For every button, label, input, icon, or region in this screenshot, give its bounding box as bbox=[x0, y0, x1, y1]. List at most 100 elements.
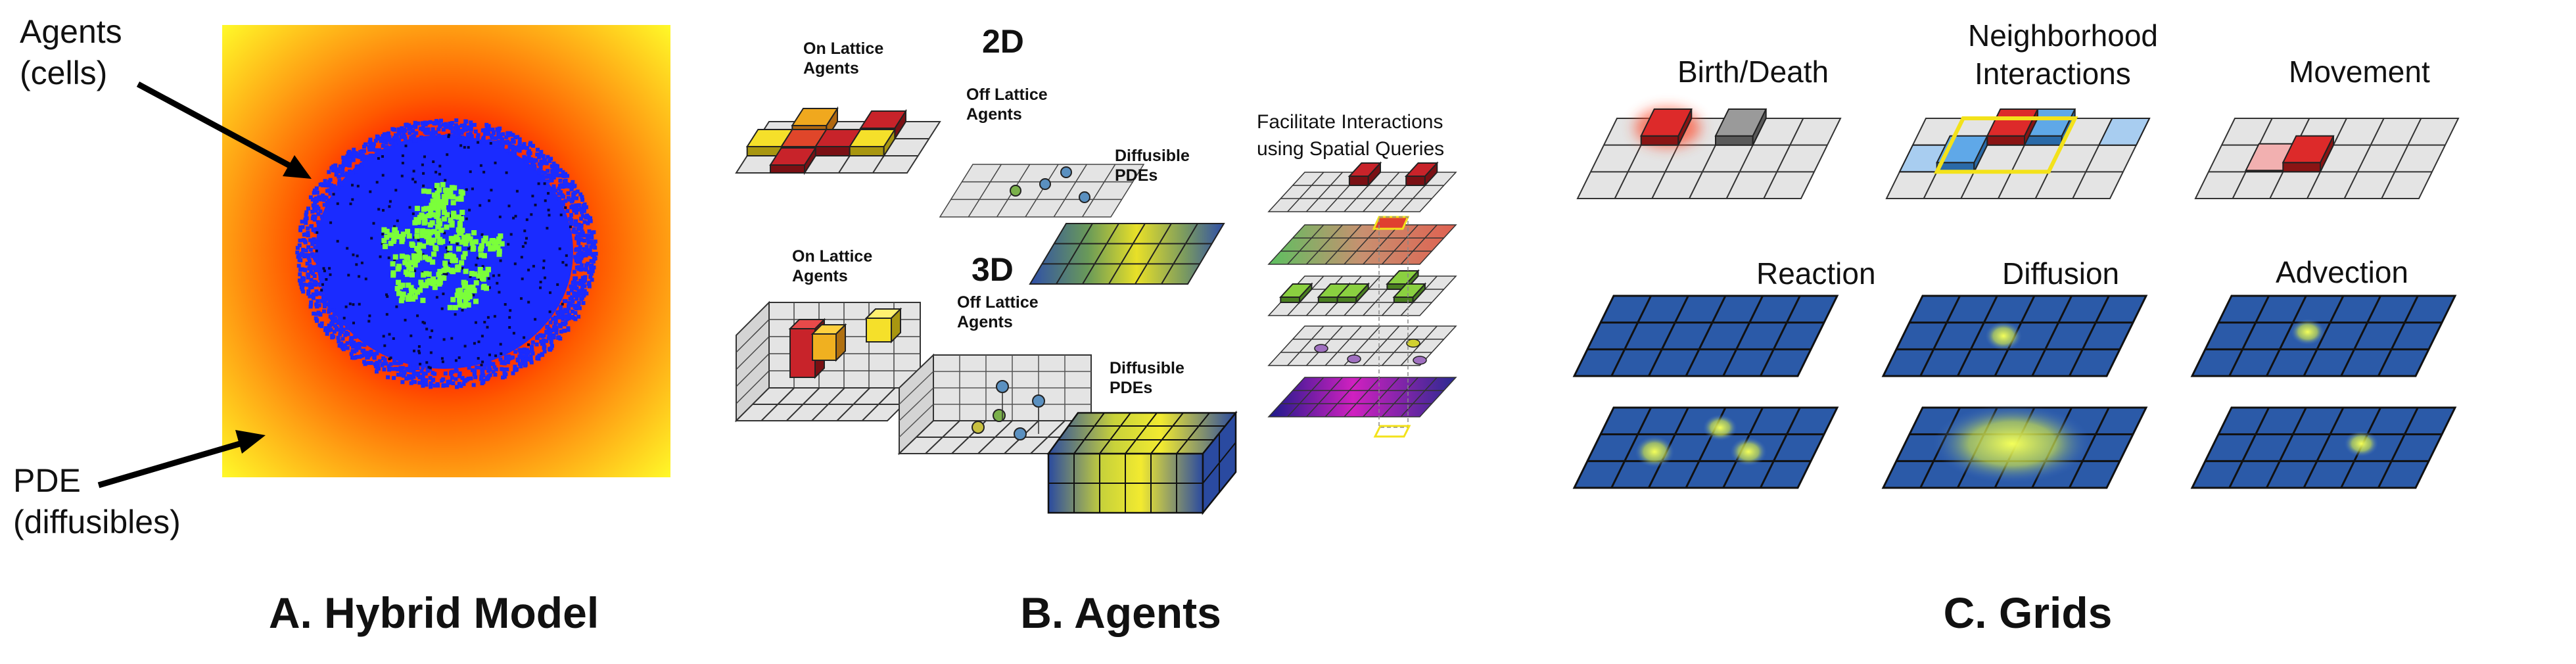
grid-plane bbox=[734, 387, 922, 421]
dead-cell bbox=[561, 261, 565, 264]
agent-cell-green bbox=[429, 240, 435, 246]
agent-block bbox=[1392, 282, 1427, 304]
agent-cell-green bbox=[447, 245, 453, 251]
agent-cell bbox=[511, 139, 516, 144]
agent-cell bbox=[573, 311, 578, 316]
agent-cell bbox=[538, 166, 543, 170]
grid-line bbox=[1381, 224, 1419, 265]
agent-cell bbox=[459, 129, 463, 133]
agent-cell bbox=[341, 327, 346, 332]
agent-cell bbox=[550, 178, 554, 183]
agent-cell-green bbox=[434, 196, 440, 202]
dead-cell bbox=[411, 178, 415, 181]
agent-cell bbox=[537, 162, 542, 166]
dead-cell bbox=[386, 295, 389, 298]
dead-cell bbox=[469, 170, 472, 174]
block-top bbox=[791, 108, 839, 126]
agent-cell bbox=[350, 349, 355, 354]
dead-cell bbox=[477, 141, 480, 144]
agent-cell bbox=[553, 163, 557, 168]
agent-cell bbox=[321, 294, 325, 298]
agent-cell bbox=[563, 184, 567, 189]
agent-cell bbox=[511, 371, 515, 375]
agent-cell bbox=[530, 344, 534, 349]
agent-cell bbox=[318, 283, 323, 287]
grid-line bbox=[1053, 164, 1087, 218]
agent-cell bbox=[295, 246, 300, 250]
agent-cell bbox=[536, 147, 540, 152]
agent-cell bbox=[551, 186, 556, 191]
agent-cell-green bbox=[459, 210, 465, 215]
agent-cell bbox=[580, 231, 585, 235]
agent-cell bbox=[513, 350, 518, 354]
agent-cell bbox=[375, 135, 380, 139]
agent-cell bbox=[457, 381, 461, 386]
agent-cell bbox=[304, 221, 308, 225]
agent-cell bbox=[414, 131, 419, 135]
label-diffusion: Diffusion bbox=[2002, 256, 2119, 291]
agent-cell bbox=[421, 366, 425, 370]
agent-cell bbox=[590, 253, 595, 257]
grid-plane bbox=[1572, 295, 1839, 377]
agent-cell-green bbox=[390, 261, 396, 267]
agent-cell bbox=[540, 352, 544, 356]
agent-cell bbox=[593, 245, 597, 250]
agent-cube-side bbox=[891, 307, 901, 344]
agent-cell bbox=[586, 215, 590, 220]
agent-cell bbox=[297, 278, 302, 283]
dead-cell bbox=[423, 155, 426, 158]
dead-cell bbox=[396, 219, 399, 222]
agent-cell-green bbox=[486, 267, 491, 273]
dead-cell bbox=[503, 303, 507, 306]
agent-cell bbox=[345, 325, 350, 330]
dead-cell bbox=[561, 302, 564, 306]
agent-cell bbox=[313, 208, 317, 212]
agent-cell bbox=[312, 274, 317, 278]
agent-cell bbox=[384, 141, 388, 145]
agent-cell bbox=[314, 312, 318, 316]
agent-cell-green bbox=[454, 293, 460, 298]
agent-cell bbox=[551, 317, 555, 321]
agent-cell bbox=[313, 245, 317, 250]
agent-cell bbox=[373, 139, 378, 143]
agent-cell bbox=[402, 370, 407, 374]
agent-cell bbox=[343, 160, 348, 164]
dead-cell bbox=[320, 289, 323, 292]
agent-cell bbox=[327, 170, 331, 174]
agent-cell bbox=[313, 214, 317, 219]
dead-cell bbox=[448, 262, 452, 264]
agent-cell bbox=[357, 341, 362, 346]
agent-cell-green bbox=[431, 192, 437, 198]
agent-cell-green bbox=[442, 260, 448, 266]
block-top bbox=[769, 147, 817, 166]
agent-cell bbox=[336, 335, 340, 340]
agent-cell bbox=[369, 349, 373, 354]
agent-cell-green bbox=[459, 292, 464, 298]
agent-cell bbox=[327, 304, 332, 308]
agent-cell-green bbox=[440, 199, 446, 204]
dead-cell bbox=[488, 353, 491, 356]
grid-line bbox=[2031, 295, 2073, 377]
dead-cell bbox=[467, 146, 470, 149]
agent-cell bbox=[586, 262, 590, 266]
agent-cell bbox=[584, 215, 588, 220]
grid-line bbox=[1287, 172, 1324, 212]
agent-cell bbox=[582, 293, 586, 297]
agent-cell bbox=[450, 130, 455, 134]
agent-cell bbox=[495, 127, 500, 131]
dead-cell bbox=[352, 303, 355, 306]
agent-cell bbox=[561, 315, 565, 320]
agent-cell-green bbox=[406, 282, 411, 288]
dead-cell bbox=[385, 313, 388, 316]
agent-cell bbox=[530, 351, 535, 356]
agent-cell bbox=[375, 351, 379, 356]
block-top bbox=[1347, 162, 1382, 177]
dead-cell bbox=[421, 163, 424, 166]
agent-cell bbox=[441, 122, 446, 127]
agent-cell bbox=[567, 300, 571, 305]
agent-cell bbox=[333, 316, 337, 321]
dead-cell bbox=[479, 204, 482, 207]
dead-cell bbox=[423, 321, 426, 325]
agent-cell bbox=[587, 270, 592, 274]
